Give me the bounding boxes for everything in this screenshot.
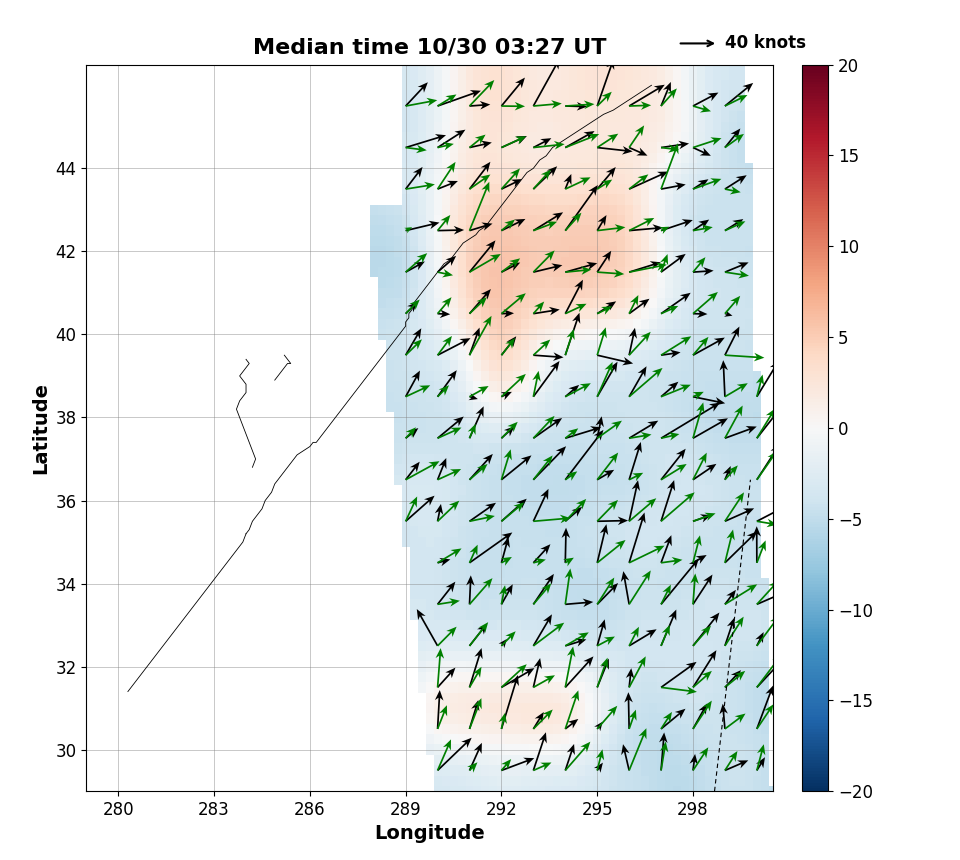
Y-axis label: Latitude: Latitude bbox=[31, 382, 50, 474]
X-axis label: Longitude: Longitude bbox=[374, 825, 485, 844]
Text: 40 knots: 40 knots bbox=[725, 34, 805, 52]
Title: Median time 10/30 03:27 UT: Median time 10/30 03:27 UT bbox=[252, 37, 607, 58]
